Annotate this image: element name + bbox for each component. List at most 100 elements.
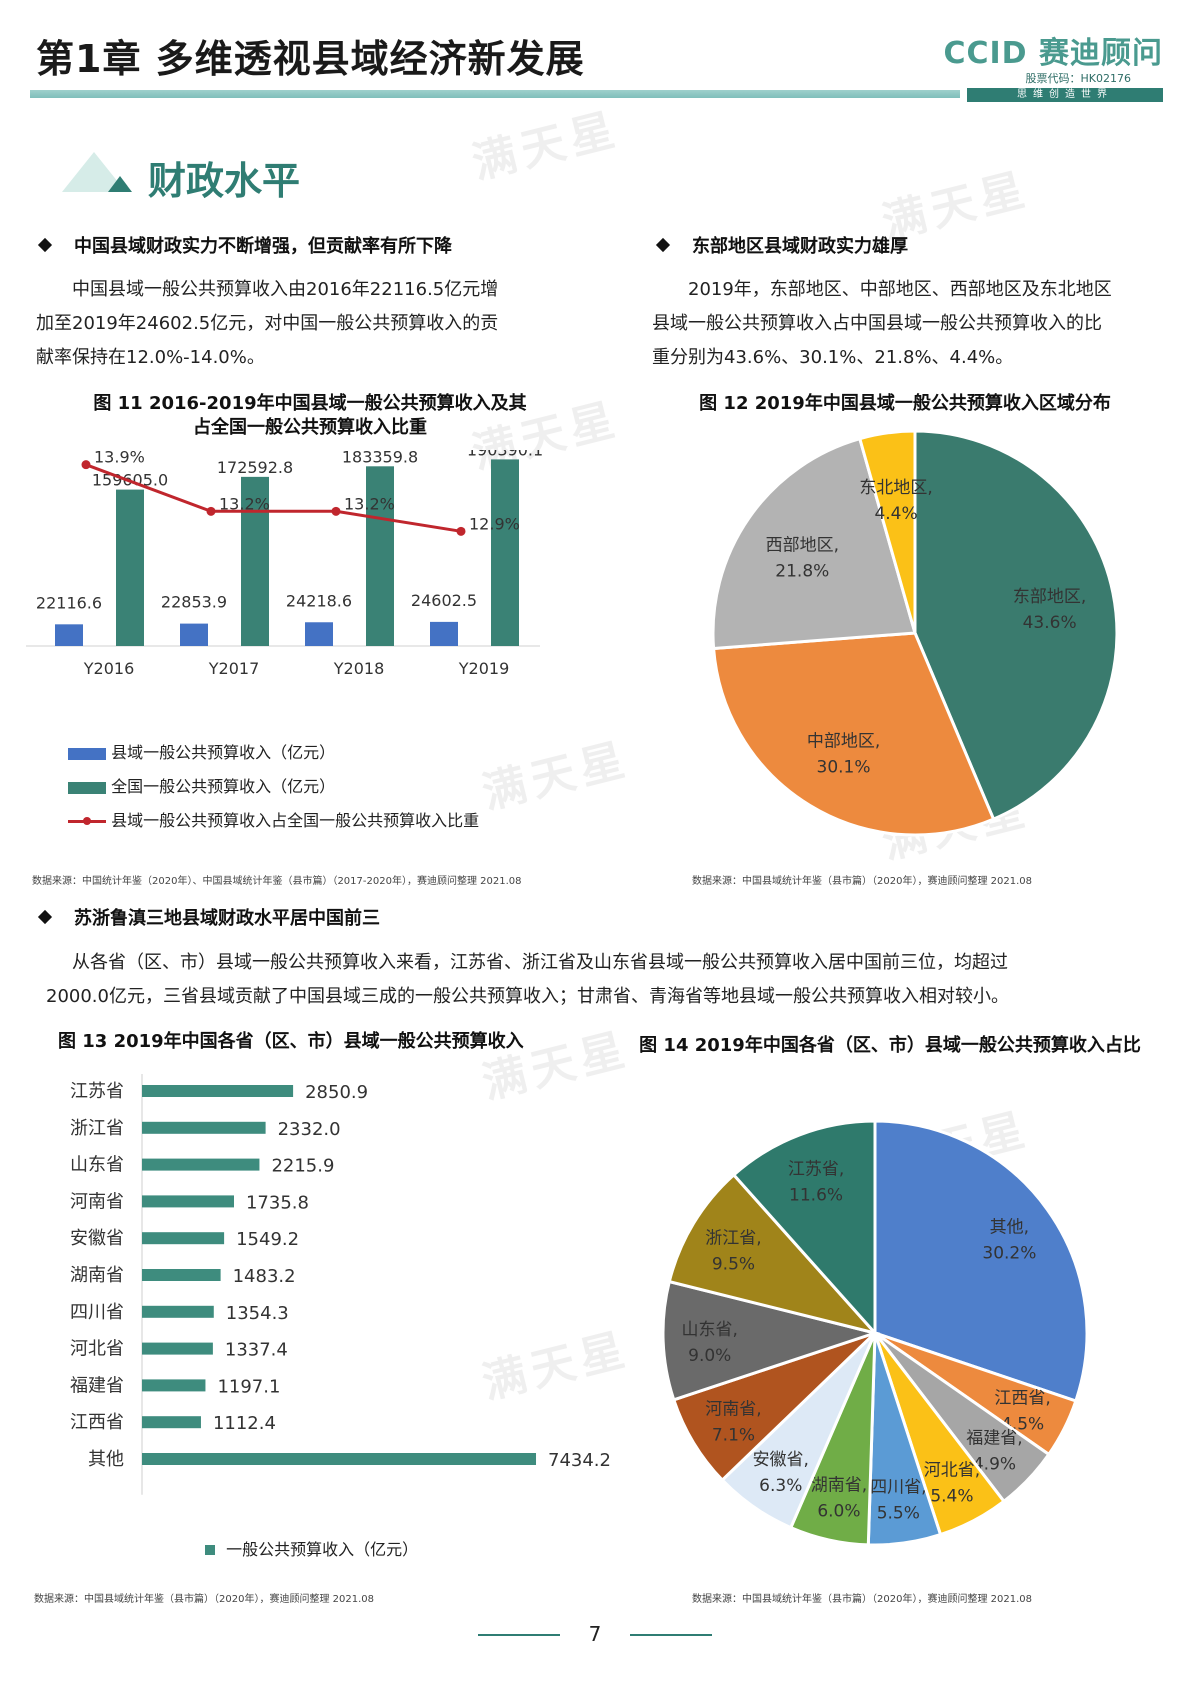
slice-name-label: 河南省, — [705, 1400, 761, 1420]
tick-label: Y2019 — [458, 659, 510, 678]
data-label: 2850.9 — [305, 1082, 368, 1103]
slice-name-label: 浙江省, — [705, 1228, 761, 1248]
source-note: 数据来源：中国统计年鉴（2020年）、中国县域统计年鉴（县市篇）（2017-20… — [32, 876, 522, 887]
pie-slice — [731, 1119, 877, 1337]
bar — [142, 1195, 234, 1208]
slice-value-label: 4.4% — [874, 504, 917, 524]
legend-label: 县域一般公共预算收入占全国一般公共预算收入比重 — [111, 811, 480, 830]
bar — [142, 1121, 266, 1134]
tick-label: Y2017 — [208, 659, 260, 678]
slice-value-label: 11.6% — [789, 1185, 843, 1205]
slice-value-label: 30.2% — [982, 1244, 1036, 1264]
category-label: 福建省 — [70, 1375, 124, 1396]
data-label: 13.2% — [219, 494, 270, 513]
data-label: 1354.3 — [226, 1303, 289, 1324]
stock-code: 股票代码：HK02176 — [1025, 72, 1131, 85]
figure-title: 图 12 2019年中国县域一般公共预算收入区域分布 — [699, 393, 1111, 414]
paragraph-line: 中国县域一般公共预算收入由2016年22116.5亿元增 — [72, 279, 499, 300]
paragraph-line: 县域一般公共预算收入占中国县域一般公共预算收入的比 — [652, 313, 1102, 334]
pie-slice — [873, 1119, 1089, 1403]
brand-slogan: 思维创造世界 — [967, 88, 1163, 102]
line-ratio — [85, 463, 462, 533]
slice-name-label: 江西省, — [994, 1389, 1050, 1409]
heading-text: 中国县域财政实力不断增强，但贡献率有所下降 — [74, 236, 452, 257]
line-point — [456, 526, 466, 536]
source-note: 数据来源：中国县域统计年鉴（县市篇）（2020年），赛迪顾问整理 2021.08 — [692, 876, 1032, 887]
data-label: 1549.2 — [236, 1229, 299, 1250]
category-label: 河南省 — [70, 1191, 124, 1212]
source-note: 数据来源：中国县域统计年鉴（县市篇）（2020年），赛迪顾问整理 2021.08 — [692, 1594, 1032, 1605]
pie-slice — [711, 436, 917, 651]
pie-slice — [661, 1279, 881, 1402]
data-label: 7434.2 — [548, 1450, 611, 1471]
data-label: 22853.9 — [161, 593, 227, 612]
bar — [142, 1232, 225, 1245]
section-title: 财政水平 — [148, 159, 301, 203]
diamond-bullet-icon — [37, 237, 53, 253]
paragraph-line: 2000.0亿元，三省县域贡献了中国县域三成的一般公共预算收入；甘肃省、青海省等… — [46, 986, 1009, 1007]
fig11-legend: 县域一般公共预算收入（亿元） 全国一般公共预算收入（亿元） 县域一般公共预算收入… — [68, 736, 479, 838]
figure-title: 图 13 2019年中国各省（区、市）县域一般公共预算收入 — [58, 1031, 524, 1052]
data-label: 172592.8 — [217, 458, 293, 477]
paragraph-line: 献率保持在12.0%-14.0%。 — [36, 347, 265, 368]
data-label: 22116.6 — [36, 593, 102, 612]
section-triangle-icon — [108, 176, 132, 192]
category-label: 安徽省 — [70, 1228, 124, 1249]
tick-label: Y2016 — [83, 659, 135, 678]
heading-text: 东部地区县域财政实力雄厚 — [692, 236, 908, 257]
slice-name-label: 东部地区, — [1013, 587, 1086, 607]
slice-name-label: 山东省, — [682, 1320, 738, 1340]
legend-label: 全国一般公共预算收入（亿元） — [111, 777, 336, 796]
bar-county — [180, 623, 208, 646]
slice-value-label: 5.4% — [930, 1486, 973, 1506]
fig11-chart: 22116.6159605.0Y201622853.9172592.8Y2017… — [26, 450, 543, 678]
data-label: 1112.4 — [213, 1413, 276, 1434]
bar-county — [55, 624, 83, 646]
data-label: 190390.1 — [467, 450, 543, 459]
legend-swatch — [205, 1545, 215, 1555]
diamond-bullet-icon — [655, 237, 671, 253]
tick-label: Y2018 — [333, 659, 385, 678]
data-label: 183359.8 — [342, 450, 418, 466]
slice-value-label: 43.6% — [1023, 613, 1077, 633]
heading-text: 苏浙鲁滇三地县域财政水平居中国前三 — [74, 908, 380, 929]
paragraph: 从各省（区、市）县域一般公共预算收入来看，江苏省、浙江省及山东省县域一般公共预算… — [36, 946, 1166, 1014]
line-point — [206, 506, 216, 516]
category-label: 湖南省 — [70, 1265, 124, 1286]
bar-national — [241, 476, 269, 646]
legend-swatch — [68, 747, 106, 760]
paragraph-line: 重分别为43.6%、30.1%、21.8%、4.4%。 — [652, 347, 1014, 368]
figure-title: 图 14 2019年中国各省（区、市）县域一般公共预算收入占比 — [639, 1035, 1141, 1056]
slice-name-label: 安徽省, — [753, 1450, 809, 1470]
figure-title: 图 11 2016-2019年中国县域一般公共预算收入及其 占全国一般公共预算收… — [30, 392, 590, 440]
data-label: 13.2% — [344, 494, 395, 513]
bar — [142, 1158, 260, 1171]
legend-swatch — [68, 781, 106, 794]
slice-value-label: 5.5% — [877, 1504, 920, 1524]
bar-county — [430, 621, 458, 646]
paragraph: 2019年，东部地区、中部地区、西部地区及东北地区 县域一般公共预算收入占中国县… — [652, 273, 1172, 375]
data-label: 1197.1 — [217, 1376, 280, 1397]
data-label: 24218.6 — [286, 591, 352, 610]
line-point — [331, 506, 341, 516]
data-label: 1337.4 — [225, 1340, 288, 1361]
slice-value-label: 4.9% — [973, 1454, 1016, 1474]
paragraph-line: 从各省（区、市）县域一般公共预算收入来看，江苏省、浙江省及山东省县域一般公共预算… — [72, 952, 1008, 973]
figure-title-line: 占全国一般公共预算收入比重 — [193, 417, 427, 438]
slice-name-label: 江苏省, — [788, 1159, 844, 1179]
footer-rule — [478, 1634, 560, 1636]
category-label: 其他 — [88, 1449, 124, 1470]
figure-title-line: 图 11 2016-2019年中国县域一般公共预算收入及其 — [93, 393, 527, 414]
pie-slice — [667, 1172, 880, 1336]
paragraph: 中国县域一般公共预算收入由2016年22116.5亿元增 加至2019年2460… — [36, 273, 576, 375]
pie-slice — [857, 429, 917, 634]
bar-national — [491, 459, 519, 646]
bar-national — [116, 489, 144, 646]
slice-name-label: 西部地区, — [766, 535, 839, 555]
pie-slice — [913, 429, 1119, 822]
footer-rule — [630, 1634, 712, 1636]
bar-county — [305, 622, 333, 646]
category-label: 山东省 — [70, 1155, 124, 1176]
bar — [142, 1085, 294, 1097]
fig12-chart: 东部地区, 43.6% 中部地区, 30.1% 西部地区, 21.8% 东北地区, 4.4% — [711, 429, 1119, 837]
